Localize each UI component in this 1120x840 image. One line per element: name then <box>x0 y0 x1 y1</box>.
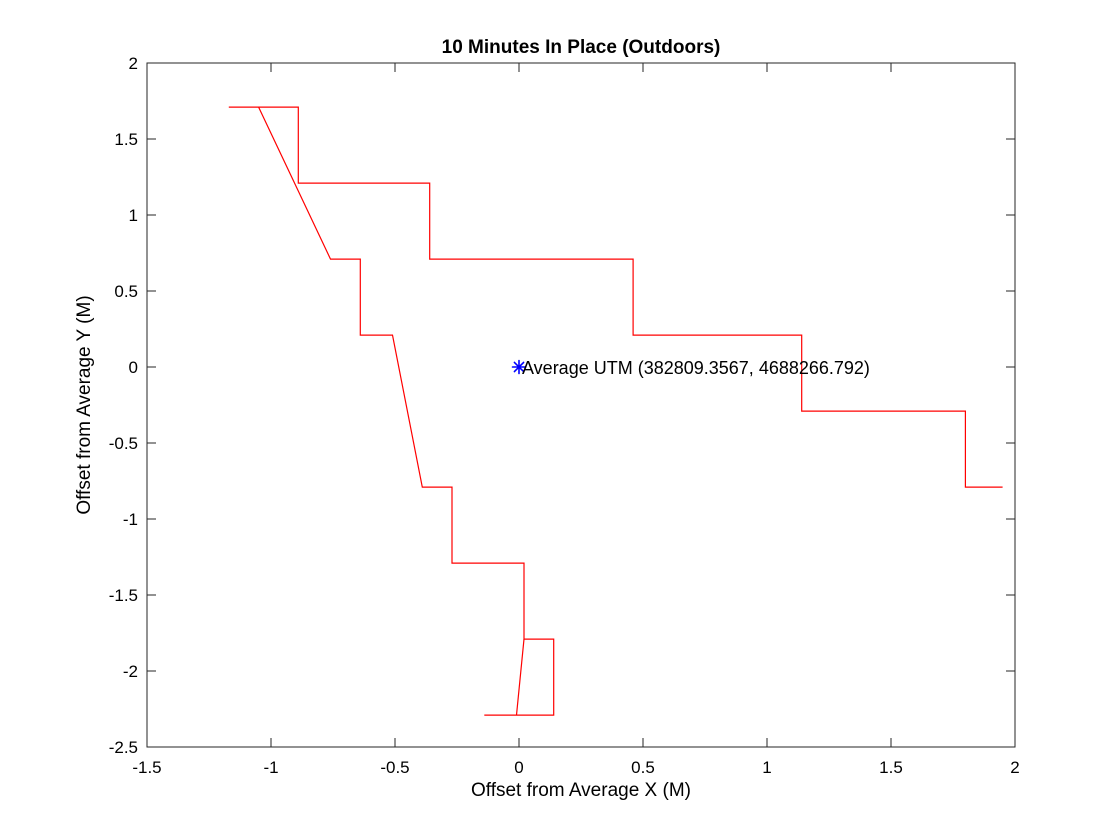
series-line-2 <box>515 639 525 716</box>
y-tick-label: -1.5 <box>109 586 138 605</box>
series-line-1 <box>228 106 1003 716</box>
plot-area <box>147 63 1015 747</box>
y-tick-label: -2 <box>123 662 138 681</box>
y-axis-label: Offset from Average Y (M) <box>74 295 95 514</box>
chart-title: 10 Minutes In Place (Outdoors) <box>442 37 721 58</box>
x-tick-label: 0 <box>514 758 523 777</box>
x-tick-label: 0.5 <box>631 758 655 777</box>
y-tick-label: -0.5 <box>109 434 138 453</box>
x-tick-label: -1 <box>263 758 278 777</box>
x-tick-label: 2 <box>1010 758 1019 777</box>
average-marker-stroke <box>513 361 525 373</box>
y-tick-label: -2.5 <box>109 738 138 757</box>
average-utm-label: Average UTM (382809.3567, 4688266.792) <box>522 358 870 378</box>
axes-box <box>146 62 1016 748</box>
ticks-layer: -1.5 -1 -0.5 0 0.5 1 1.5 2 -2.5 -2 -1.5 -1 -0.5 0 0.5 1… <box>109 54 1020 777</box>
y-tick-label: 1 <box>129 206 138 225</box>
y-tick-label: 0 <box>129 358 138 377</box>
x-tick-label: 1.5 <box>879 758 903 777</box>
y-tick-label: 1.5 <box>114 130 138 149</box>
x-tick-label: -0.5 <box>380 758 409 777</box>
y-tick-label: -1 <box>123 510 138 529</box>
marker-layer: Average UTM (382809.3567, 4688266.792) <box>511 358 870 378</box>
x-tick-label: 1 <box>762 758 771 777</box>
y-tick-label: 2 <box>129 54 138 73</box>
average-marker-icon <box>511 359 527 375</box>
series-layer <box>228 106 1003 716</box>
y-tick-label: 0.5 <box>114 282 138 301</box>
x-axis-label: Offset from Average X (M) <box>471 780 691 801</box>
x-tick-label: -1.5 <box>132 758 161 777</box>
